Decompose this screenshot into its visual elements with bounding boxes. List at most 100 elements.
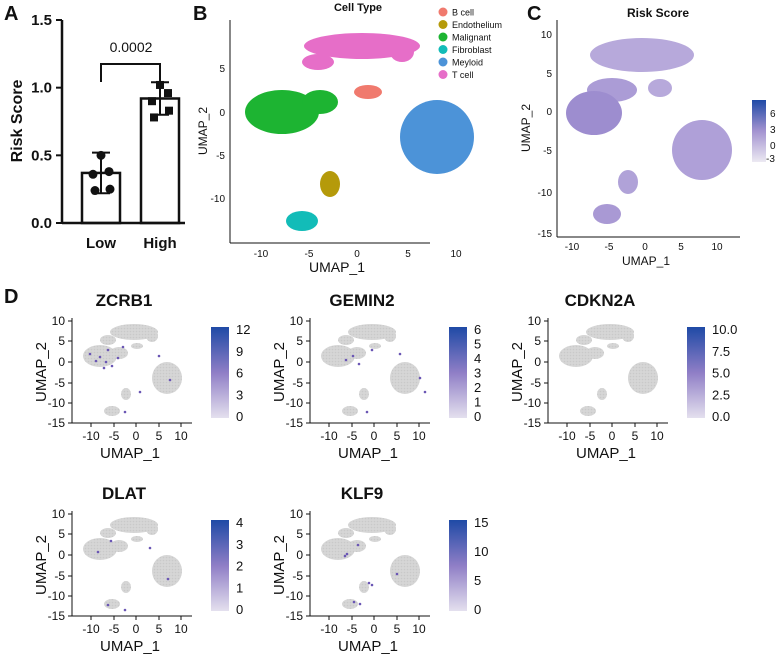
cell-cluster: [83, 538, 117, 560]
expression-point: [102, 366, 106, 370]
colorbar-tick: 1: [236, 580, 243, 595]
expression-point: [94, 359, 98, 363]
colorbar-tick: 3: [236, 537, 243, 552]
feature-plot-zcrb1: ZCRB1 10 5 0 -5 -10 -15 -10 -5 0 5 10 UMAP_1 UMAP_2 12…: [33, 291, 250, 462]
y-tick-label: 1.5: [31, 12, 52, 29]
expression-point: [123, 608, 127, 612]
data-point: [90, 186, 100, 196]
x-tick-label: 0: [133, 622, 140, 636]
x-tick-label: 10: [412, 429, 426, 443]
feature-plot-cdkn2a: CDKN2A 10 5 0 -5 -10 -15 -10 -5 0 5 10 UMAP_1 UMAP_2 1…: [509, 291, 737, 462]
cell-cluster: [576, 335, 592, 345]
cell-cluster: [348, 540, 366, 552]
cell-cluster: [628, 362, 658, 394]
cell-cluster: [110, 347, 128, 359]
y-tick-label: 5: [58, 334, 65, 348]
expression-point: [88, 352, 92, 356]
expression-point: [356, 543, 360, 547]
legend-swatch: [438, 57, 448, 67]
x-tick: -5: [305, 249, 314, 260]
y-tick-label: 10: [528, 314, 542, 328]
expression-colorbar: [449, 327, 467, 418]
x-tick: -10: [254, 249, 269, 260]
colorbar-tick: 5: [474, 337, 481, 352]
expression-point: [398, 352, 402, 356]
x-tick-label: 10: [174, 622, 188, 636]
x-tick-label: 0: [371, 429, 378, 443]
y-tick-label: -15: [286, 609, 304, 623]
feature-title: CDKN2A: [565, 291, 636, 310]
x-tick-label: -5: [347, 622, 358, 636]
x-tick: 5: [405, 249, 411, 260]
x-tick-label: 10: [174, 429, 188, 443]
feature-title: DLAT: [102, 484, 147, 503]
colorbar-tick: 9: [236, 344, 243, 359]
y-tick-label: 0: [58, 355, 65, 369]
x-tick: 0: [642, 242, 648, 253]
cell-cluster: [321, 345, 355, 367]
colorbar-tick: 6: [236, 366, 243, 381]
cell-cluster: [369, 536, 381, 542]
y-tick-label: 5: [534, 334, 541, 348]
y-tick: 0: [546, 107, 552, 118]
colorbar-tick: 0: [236, 409, 243, 424]
risk-score-bar-chart: 0.0 0.5 1.0 1.5 Low High Risk Score 0.0002: [9, 12, 185, 252]
x-tick-label: 0: [133, 429, 140, 443]
colorbar-tick: 4: [236, 515, 243, 530]
expression-point: [110, 364, 114, 368]
expression-point: [106, 348, 110, 352]
colorbar-tick: 2: [236, 559, 243, 574]
cell-cluster: [121, 581, 131, 593]
x-tick-label: 0: [609, 429, 616, 443]
x-tick-label: -5: [347, 429, 358, 443]
y-tick: 5: [546, 69, 552, 80]
category-label: Low: [86, 235, 116, 252]
cell-cluster: [359, 581, 369, 593]
expression-colorbar: [211, 327, 229, 418]
expression-point: [351, 354, 355, 358]
y-tick: -10: [211, 194, 226, 205]
colorbar-tick: 3: [474, 366, 481, 381]
cell-type-umap: Cell Type 5 0 -5 -10 -10 -5 0 5 10 UMAP_…: [196, 2, 502, 275]
legend-label: Fibroblast: [452, 45, 492, 55]
cell-cluster: [622, 330, 634, 342]
data-point: [88, 169, 98, 179]
data-point: [148, 97, 156, 106]
y-tick-label: -5: [292, 569, 303, 583]
cell-cluster: [100, 335, 116, 345]
x-tick-label: -10: [320, 622, 338, 636]
cell-cluster: [390, 555, 420, 587]
cell-type-legend: B cell Endothelium Malignant Fibroblast Meyl…: [438, 7, 502, 80]
expression-point: [370, 348, 374, 352]
colorbar-tick: 0: [236, 602, 243, 617]
risk-score-title: Risk Score: [627, 6, 689, 20]
y-tick-label: -10: [48, 589, 66, 603]
x-tick-label: -5: [585, 429, 596, 443]
expression-colorbar: [449, 520, 467, 611]
cell-cluster: [338, 528, 354, 538]
expression-point: [365, 410, 369, 414]
expression-point: [98, 355, 102, 359]
y-tick-label: -5: [530, 376, 541, 390]
data-point: [105, 184, 115, 194]
y-tick-label: 10: [52, 314, 66, 328]
data-point: [96, 150, 106, 160]
expression-point: [106, 603, 110, 607]
legend-label: Malignant: [452, 33, 492, 43]
cell-cluster: [131, 536, 143, 542]
y-tick-label: -15: [48, 416, 66, 430]
colorbar-tick: 3: [770, 125, 776, 136]
x-axis-label: UMAP_1: [338, 445, 398, 462]
y-tick-label: 5: [296, 527, 303, 541]
colorbar-tick: 0: [474, 409, 481, 424]
x-tick-label: 5: [394, 429, 401, 443]
x-tick-label: 5: [394, 622, 401, 636]
p-value-label: 0.0002: [110, 39, 153, 55]
cell-cluster: [342, 406, 358, 416]
y-tick-label: -15: [48, 609, 66, 623]
expression-point: [168, 378, 172, 382]
data-point: [156, 80, 164, 89]
cell-cluster: [607, 343, 619, 349]
colorbar-tick: 2: [474, 380, 481, 395]
